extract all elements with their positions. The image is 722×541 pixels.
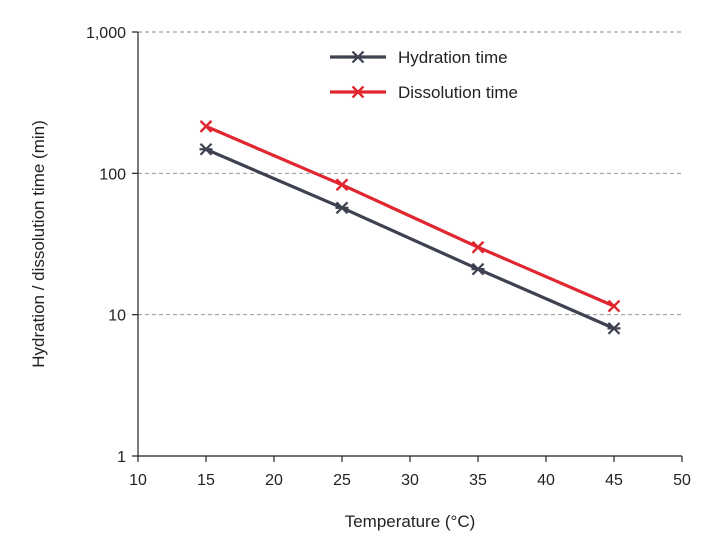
legend-item-dissolution-time: Dissolution time <box>330 83 518 102</box>
legend-label: Dissolution time <box>398 83 518 102</box>
asterisk-marker <box>351 50 365 64</box>
x-marker <box>471 240 485 254</box>
x-tick-label: 10 <box>129 472 147 489</box>
x-axis-ticks: 10 15 20 25 30 35 40 45 50 <box>129 456 691 489</box>
asterisk-marker <box>199 142 213 156</box>
legend-item-hydration-time: Hydration time <box>330 48 508 67</box>
x-tick-label: 25 <box>333 472 351 489</box>
asterisk-marker <box>335 201 349 215</box>
x-marker <box>335 178 349 192</box>
legend-label: Hydration time <box>398 48 508 67</box>
y-axis-label: Hydration / dissolution time (min) <box>29 120 48 368</box>
legend: Hydration time Dissolution time <box>330 48 518 102</box>
y-tick-label: 10 <box>108 308 126 325</box>
series-line-dissolution-time <box>205 124 615 308</box>
asterisk-marker <box>471 262 485 276</box>
x-axis-label: Temperature (°C) <box>345 512 476 531</box>
series-layer <box>199 120 621 335</box>
asterisk-marker <box>607 322 621 335</box>
y-tick-label: 1 <box>117 449 126 466</box>
y-tick-label: 100 <box>99 166 126 183</box>
x-tick-label: 50 <box>673 472 691 489</box>
x-tick-label: 35 <box>469 472 487 489</box>
series-line-hydration-time <box>205 147 615 330</box>
x-marker <box>351 85 365 99</box>
y-axis-ticks: 1 10 100 1,000 <box>86 25 138 466</box>
gridlines <box>138 31 682 316</box>
series-dissolution-time <box>199 120 621 313</box>
x-tick-label: 40 <box>537 472 555 489</box>
series-hydration-time <box>199 142 621 335</box>
x-tick-label: 30 <box>401 472 419 489</box>
y-tick-label: 1,000 <box>86 25 126 42</box>
x-marker <box>607 299 621 313</box>
x-tick-label: 45 <box>605 472 623 489</box>
x-tick-label: 20 <box>265 472 283 489</box>
x-marker <box>199 120 213 133</box>
x-tick-label: 15 <box>197 472 215 489</box>
